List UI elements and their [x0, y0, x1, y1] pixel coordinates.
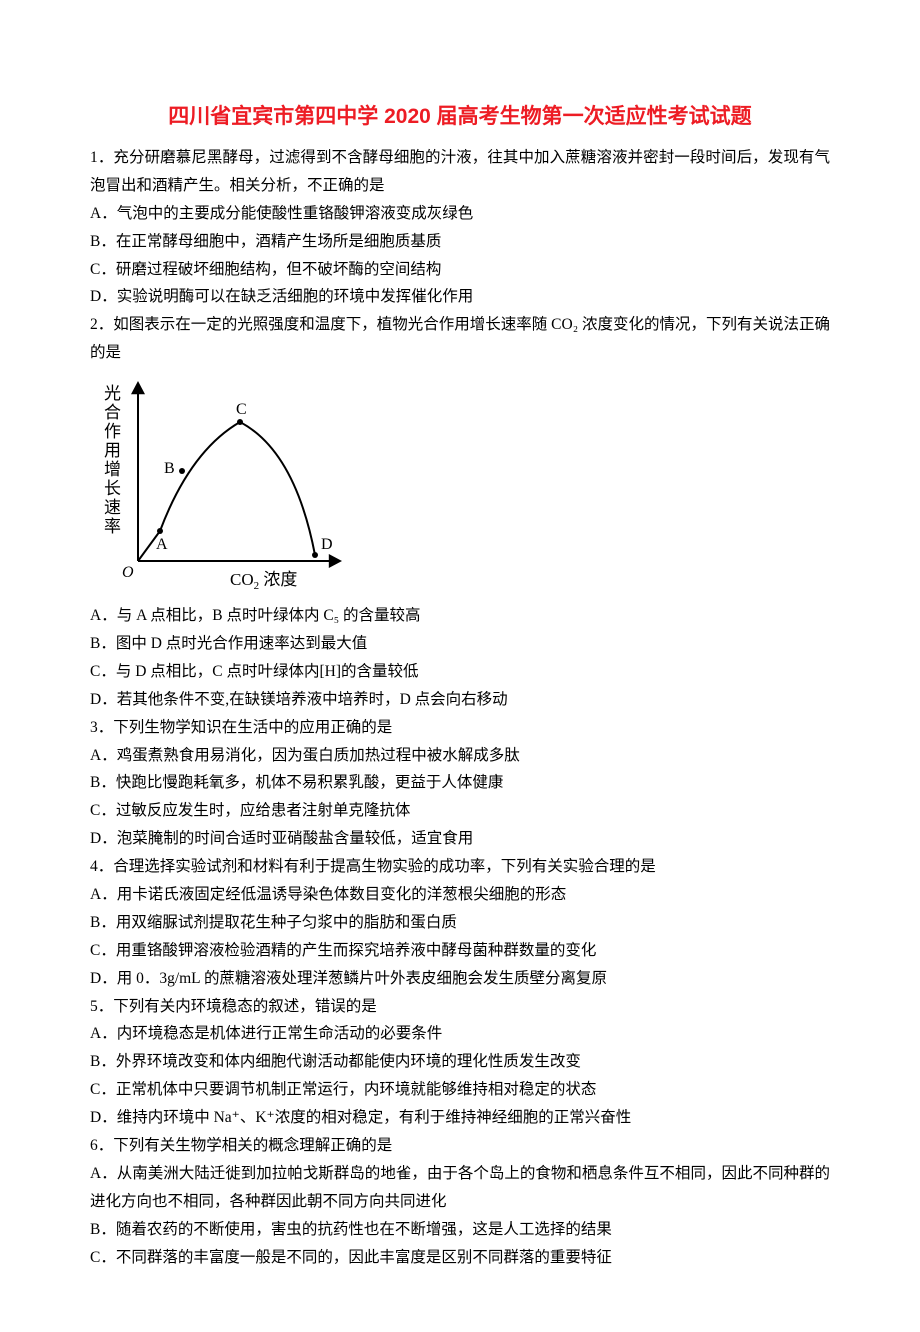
svg-text:率: 率: [104, 517, 121, 536]
q5-opt-d: D．维持内环境中 Na⁺、K⁺浓度的相对稳定，有利于维持神经细胞的正常兴奋性: [90, 1104, 830, 1132]
question-block-1: 1．充分研磨慕尼黑酵母，过滤得到不含酵母细胞的汁液，往其中加入蔗糖溶液并密封一段…: [90, 144, 830, 367]
line-chart-svg: A B C D O 光合作用增长速率 CO2 浓度: [90, 373, 350, 598]
q3-stem: 3．下列生物学知识在生活中的应用正确的是: [90, 714, 830, 742]
svg-text:C: C: [236, 401, 247, 418]
svg-text:长: 长: [104, 479, 121, 498]
svg-text:作: 作: [104, 422, 121, 441]
svg-text:合: 合: [104, 403, 121, 422]
q4-stem: 4．合理选择实验试剂和材料有利于提高生物实验的成功率，下列有关实验合理的是: [90, 853, 830, 881]
q2-opt-d: D．若其他条件不变,在缺镁培养液中培养时，D 点会向右移动: [90, 686, 830, 714]
q4-opt-a: A．用卡诺氏液固定经低温诱导染色体数目变化的洋葱根尖细胞的形态: [90, 881, 830, 909]
q6-opt-c: C．不同群落的丰富度一般是不同的，因此丰富度是区别不同群落的重要特征: [90, 1244, 830, 1272]
q5-opt-b: B．外界环境改变和体内细胞代谢活动都能使内环境的理化性质发生改变: [90, 1048, 830, 1076]
q6-stem: 6．下列有关生物学相关的概念理解正确的是: [90, 1132, 830, 1160]
q2-opt-b: B．图中 D 点时光合作用速率达到最大值: [90, 630, 830, 658]
svg-text:增: 增: [104, 460, 121, 479]
q2-opt-a: A．与 A 点相比，B 点时叶绿体内 C₅ 的含量较高: [90, 602, 830, 630]
q1-opt-d: D．实验说明酶可以在缺乏活细胞的环境中发挥催化作用: [90, 283, 830, 311]
q6-opt-a: A．从南美洲大陆迁徙到加拉帕戈斯群岛的地雀，由于各个岛上的食物和栖息条件互不相同…: [90, 1160, 830, 1216]
q1-opt-c: C．研磨过程破坏细胞结构，但不破坏酶的空间结构: [90, 256, 830, 284]
q2-stem: 2．如图表示在一定的光照强度和温度下，植物光合作用增长速率随 CO₂ 浓度变化的…: [90, 311, 830, 367]
q1-opt-b: B．在正常酵母细胞中，酒精产生场所是细胞质基质: [90, 228, 830, 256]
q6-opt-b: B．随着农药的不断使用，害虫的抗药性也在不断增强，这是人工选择的结果: [90, 1216, 830, 1244]
svg-text:D: D: [321, 536, 333, 553]
q4-opt-d: D．用 0．3g/mL 的蔗糖溶液处理洋葱鳞片叶外表皮细胞会发生质壁分离复原: [90, 965, 830, 993]
q1-opt-a: A．气泡中的主要成分能使酸性重铬酸钾溶液变成灰绿色: [90, 200, 830, 228]
svg-text:光: 光: [104, 384, 121, 403]
svg-text:速: 速: [104, 498, 121, 517]
q5-stem: 5．下列有关内环境稳态的叙述，错误的是: [90, 993, 830, 1021]
q4-opt-b: B．用双缩脲试剂提取花生种子匀浆中的脂肪和蛋白质: [90, 909, 830, 937]
question-block-2: A．与 A 点相比，B 点时叶绿体内 C₅ 的含量较高 B．图中 D 点时光合作…: [90, 602, 830, 1271]
page-title: 四川省宜宾市第四中学 2020 届高考生物第一次适应性考试试题: [90, 100, 830, 130]
svg-text:B: B: [164, 460, 175, 477]
q3-opt-c: C．过敏反应发生时，应给患者注射单克隆抗体: [90, 797, 830, 825]
q4-opt-c: C．用重铬酸钾溶液检验酒精的产生而探究培养液中酵母菌种群数量的变化: [90, 937, 830, 965]
q3-opt-d: D．泡菜腌制的时间合适时亚硝酸盐含量较低，适宜食用: [90, 825, 830, 853]
svg-text:CO2 浓度: CO2 浓度: [230, 570, 297, 592]
q2-opt-c: C．与 D 点相比，C 点时叶绿体内[H]的含量较低: [90, 658, 830, 686]
q5-opt-a: A．内环境稳态是机体进行正常生命活动的必要条件: [90, 1020, 830, 1048]
q5-opt-c: C．正常机体中只要调节机制正常运行，内环境就能够维持相对稳定的状态: [90, 1076, 830, 1104]
q3-opt-a: A．鸡蛋煮熟食用易消化，因为蛋白质加热过程中被水解成多肽: [90, 742, 830, 770]
svg-text:A: A: [156, 536, 168, 553]
svg-text:O: O: [122, 564, 134, 581]
q1-stem: 1．充分研磨慕尼黑酵母，过滤得到不含酵母细胞的汁液，往其中加入蔗糖溶液并密封一段…: [90, 144, 830, 200]
q3-opt-b: B．快跑比慢跑耗氧多，机体不易积累乳酸，更益于人体健康: [90, 769, 830, 797]
svg-text:用: 用: [104, 441, 121, 460]
q2-chart: A B C D O 光合作用增长速率 CO2 浓度: [90, 373, 830, 598]
